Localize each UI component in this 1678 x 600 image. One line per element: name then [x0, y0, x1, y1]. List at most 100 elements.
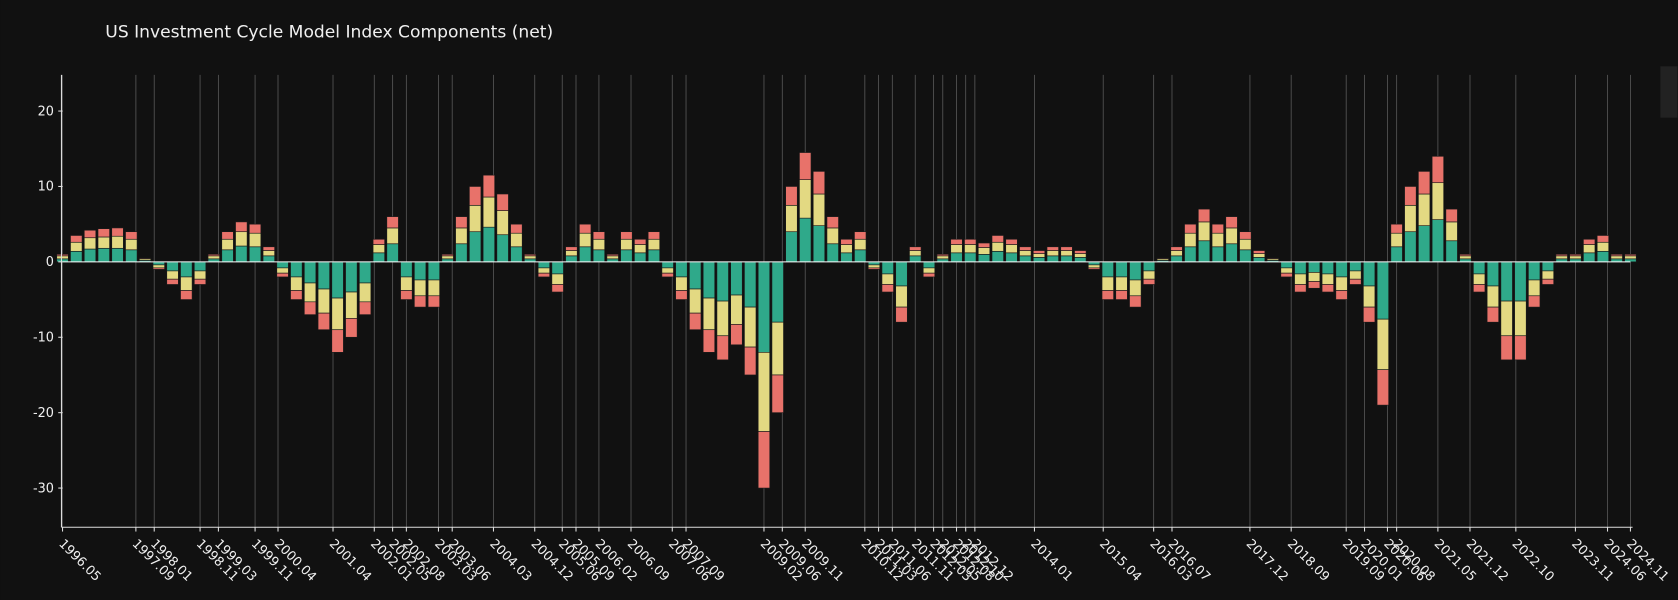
bar-segment — [510, 223, 523, 234]
bar-segment — [469, 186, 482, 206]
bar-segment — [248, 246, 262, 263]
bar-segment — [345, 318, 358, 338]
bar-segment — [1032, 250, 1046, 254]
bar-segment — [1541, 261, 1555, 272]
bar-segment — [1445, 208, 1458, 223]
bar-segment — [510, 232, 523, 248]
y-tick-label: -20 — [33, 406, 54, 421]
bar-segment — [647, 238, 661, 251]
bar-segment — [1473, 284, 1486, 293]
bar-segment — [744, 306, 757, 348]
bar-segment — [1211, 246, 1224, 263]
bar-segment — [125, 238, 138, 251]
bar-segment — [1596, 250, 1610, 263]
bar-segment — [551, 284, 564, 293]
bar-segment — [1445, 240, 1458, 263]
bar-segment — [854, 231, 867, 240]
bar-segment — [496, 210, 509, 236]
bar-segment — [524, 253, 537, 257]
bar-segment — [579, 223, 592, 234]
bar-segment — [1473, 261, 1486, 275]
bar-segment — [950, 252, 963, 263]
bar-segment — [276, 261, 289, 269]
bar-segment — [1404, 231, 1417, 263]
bar-segment — [303, 282, 317, 303]
bar-segment — [634, 252, 647, 263]
bar-segment — [1486, 285, 1500, 308]
bar-segment — [1294, 273, 1307, 285]
bar-segment — [1514, 261, 1527, 302]
bar-segment — [1624, 255, 1637, 260]
bar-segment — [1307, 272, 1321, 282]
bar-segment — [826, 216, 839, 229]
bar-segment — [702, 297, 716, 331]
bar-segment — [1060, 246, 1073, 251]
y-tick-label: -30 — [33, 481, 54, 496]
bar-segment — [812, 225, 826, 263]
bar-segment — [1101, 276, 1114, 291]
bar-segment — [1184, 232, 1197, 248]
bar-segment — [510, 246, 523, 263]
bar-segment — [634, 238, 647, 245]
bar-segment — [441, 255, 454, 260]
bar-segment — [1074, 257, 1087, 263]
bar-segment — [248, 232, 262, 248]
bar-segment — [1418, 171, 1431, 195]
bar-segment — [1486, 261, 1500, 287]
bar-segment — [1335, 261, 1348, 278]
bar-segment — [936, 255, 949, 260]
bar-segment — [854, 238, 867, 251]
bar-segment — [1528, 295, 1541, 308]
y-tick-label: 10 — [38, 180, 54, 195]
bar-segment — [83, 248, 97, 263]
bar-segment — [1101, 261, 1114, 278]
bar-segment — [1555, 253, 1568, 257]
bar-segment — [565, 246, 578, 251]
bar-segment — [1321, 261, 1334, 275]
bar-segment — [1376, 369, 1389, 406]
bar-segment — [812, 193, 826, 226]
bar-segment — [455, 216, 468, 229]
bar-segment — [345, 291, 358, 319]
bar-segment — [97, 236, 110, 249]
bar-segment — [83, 237, 97, 250]
bar-segment — [1197, 221, 1211, 242]
toolbar[interactable] — [1660, 66, 1678, 118]
bar-segment — [1239, 231, 1252, 240]
bar-segment — [826, 227, 839, 245]
bar-segment — [1170, 250, 1183, 257]
bar-segment — [689, 288, 702, 314]
bar-segment — [647, 231, 661, 240]
bar-segment — [771, 321, 784, 376]
bar-segment — [730, 324, 743, 346]
bar-segment — [1005, 252, 1018, 263]
bar-segment — [881, 261, 894, 275]
bar-segment — [414, 295, 427, 308]
bar-segment — [524, 255, 537, 260]
bar-segment — [1197, 208, 1211, 223]
bar-segment — [964, 252, 977, 263]
bar-segment — [991, 241, 1004, 252]
bar-segment — [1376, 261, 1389, 320]
bar-segment — [537, 261, 551, 269]
bar-segment — [180, 261, 193, 278]
bar-segment — [936, 253, 949, 257]
chart-title: US Investment Cycle Model Index Componen… — [105, 22, 553, 42]
bar-segment — [716, 335, 729, 361]
bar-segment — [1280, 267, 1293, 274]
bar-segment — [551, 273, 564, 285]
bar-segment — [97, 228, 110, 238]
bar-segment — [799, 217, 812, 263]
bar-segment — [977, 253, 991, 263]
bar-segment — [1019, 255, 1032, 263]
bar-segment — [881, 273, 894, 285]
bar-segment — [1321, 273, 1334, 285]
bar-segment — [97, 247, 110, 263]
bar-segment — [785, 231, 798, 263]
bar-segment — [1349, 278, 1362, 285]
bar-segment — [276, 267, 289, 274]
y-tick-label: 0 — [46, 255, 54, 270]
bar-segment — [1032, 253, 1046, 258]
bar-segment — [1046, 250, 1059, 257]
